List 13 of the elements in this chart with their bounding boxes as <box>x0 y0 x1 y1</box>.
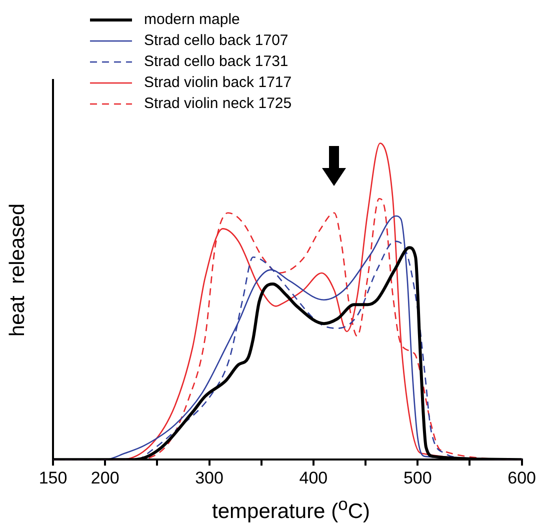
x-tick-label: 400 <box>299 468 328 488</box>
x-tick-label: 200 <box>90 468 120 488</box>
x-tick-label: 300 <box>195 468 224 488</box>
x-tick-label: 500 <box>403 468 432 488</box>
legend-label: Strad violin back 1717 <box>144 74 292 92</box>
y-axis-title: heat released <box>6 202 30 339</box>
x-tick-label: 600 <box>508 468 536 488</box>
legend-label: modern maple <box>144 11 240 28</box>
x-tick-label: 150 <box>38 468 68 488</box>
legend-label: Strad cello back 1731 <box>144 53 288 70</box>
legend-label: Strad violin neck 1725 <box>144 95 292 112</box>
x-axis-title: temperature ($^{o}$C) <box>211 494 371 524</box>
legend-label: Strad cello back 1707 <box>144 32 288 50</box>
